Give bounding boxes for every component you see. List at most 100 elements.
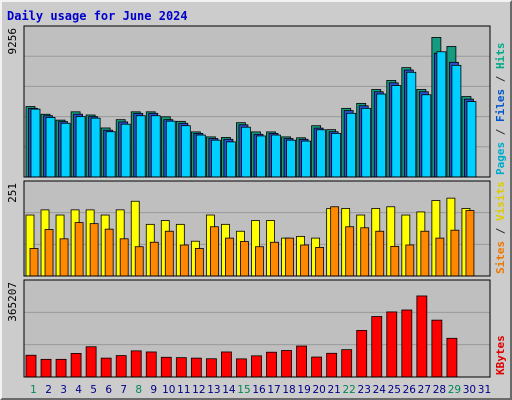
legend-part-3: / — [494, 69, 507, 89]
bar-kbytes-day-20 — [311, 356, 323, 378]
bar-pages-day-23 — [361, 107, 372, 178]
bar-pages-day-10 — [165, 120, 176, 178]
bar-pages-day-18 — [286, 139, 296, 178]
x-tick-label-day-29: 29 — [448, 384, 461, 396]
bar-kbytes-day-1 — [25, 354, 37, 378]
x-tick-label-day-13: 13 — [207, 384, 220, 396]
x-tick-label-day-1: 1 — [30, 384, 37, 396]
x-tick-label-day-2: 2 — [45, 384, 52, 396]
x-tick-label-day-16: 16 — [252, 384, 266, 396]
bar-sites-day-23 — [360, 227, 370, 277]
bar-kbytes-day-8 — [130, 350, 142, 378]
bar-kbytes-day-14 — [221, 351, 232, 378]
bar-sites-day-7 — [119, 238, 129, 277]
bar-kbytes-day-17 — [266, 351, 277, 378]
bar-pages-day-28 — [436, 51, 447, 178]
legend-part-1: / — [494, 221, 507, 241]
bar-pages-day-29 — [451, 64, 462, 178]
bar-kbytes-day-16 — [251, 355, 262, 378]
bar-pages-day-8 — [135, 115, 146, 178]
bar-pages-day-21 — [331, 132, 342, 178]
bar-pages-day-26 — [406, 71, 417, 178]
panel-legend: Pages / Files / Hits — [494, 43, 507, 176]
legend-part-4: Hits — [494, 43, 507, 70]
x-tick-label-day-6: 6 — [105, 384, 112, 396]
bar-sites-day-15 — [240, 241, 249, 277]
bar-sites-day-19 — [300, 244, 309, 277]
bar-sites-day-24 — [375, 230, 385, 277]
bar-pages-day-24 — [376, 93, 387, 178]
x-tick-label-day-28: 28 — [433, 384, 446, 396]
bar-sites-day-12 — [194, 248, 204, 277]
bar-sites-day-1 — [29, 248, 39, 277]
bar-sites-day-2 — [44, 229, 54, 277]
bar-sites-day-22 — [345, 226, 355, 277]
bar-sites-day-14 — [225, 237, 234, 277]
bar-kbytes-day-24 — [371, 316, 383, 378]
bar-sites-day-27 — [420, 230, 430, 277]
x-tick-label-day-11: 11 — [177, 384, 190, 396]
chart-title: Daily usage for June 2024 — [7, 9, 188, 23]
bar-pages-day-16 — [256, 135, 266, 178]
x-tick-label-day-24: 24 — [373, 384, 387, 396]
bar-pages-day-5 — [90, 117, 101, 178]
bar-pages-day-1 — [30, 108, 41, 178]
bar-pages-day-15 — [241, 126, 251, 178]
x-tick-label-day-23: 23 — [358, 384, 371, 396]
bar-sites-day-10 — [164, 230, 174, 277]
bar-kbytes-day-28 — [431, 319, 443, 378]
bar-sites-day-3 — [59, 238, 69, 277]
bar-sites-day-17 — [270, 241, 279, 277]
x-tick-label-day-3: 3 — [60, 384, 67, 396]
bar-sites-day-16 — [255, 246, 264, 277]
bar-pages-day-4 — [75, 116, 86, 178]
bar-kbytes-day-4 — [70, 353, 82, 378]
bar-kbytes-day-25 — [386, 311, 398, 378]
bar-kbytes-day-11 — [175, 357, 187, 378]
bar-kbytes-day-7 — [115, 355, 127, 378]
x-tick-label-day-8: 8 — [135, 384, 142, 396]
y-max-label: 365207 — [6, 282, 19, 322]
bar-kbytes-day-6 — [100, 357, 112, 378]
x-tick-label-day-7: 7 — [120, 384, 127, 396]
bar-kbytes-day-9 — [145, 351, 157, 378]
legend-part-0: Pages — [494, 142, 507, 175]
x-tick-label-day-26: 26 — [403, 384, 417, 396]
bar-sites-day-28 — [435, 237, 445, 277]
bar-pages-day-13 — [210, 139, 221, 178]
bar-kbytes-day-18 — [281, 350, 292, 378]
x-tick-label-day-14: 14 — [222, 384, 236, 396]
bar-sites-day-20 — [315, 247, 325, 277]
x-tick-label-day-17: 17 — [267, 384, 280, 396]
bar-pages-day-12 — [195, 134, 206, 178]
bar-kbytes-day-26 — [401, 309, 413, 378]
legend-part-0: KBytes — [494, 335, 507, 375]
y-max-label: 251 — [6, 183, 19, 203]
x-tick-label-day-18: 18 — [282, 384, 295, 396]
bar-pages-day-3 — [60, 122, 71, 178]
bar-sites-day-9 — [149, 241, 159, 277]
bar-kbytes-day-12 — [190, 357, 202, 378]
bar-kbytes-day-19 — [296, 345, 307, 378]
bar-sites-day-11 — [179, 244, 189, 277]
x-tick-label-day-10: 10 — [162, 384, 175, 396]
x-tick-label-day-20: 20 — [312, 384, 325, 396]
bar-pages-day-17 — [271, 134, 281, 178]
bar-sites-day-5 — [89, 223, 99, 277]
x-tick-label-day-15: 15 — [237, 384, 250, 396]
bar-pages-day-25 — [391, 85, 402, 178]
bar-sites-day-4 — [74, 222, 84, 277]
bar-sites-day-6 — [104, 228, 114, 277]
x-tick-label-day-19: 19 — [297, 384, 310, 396]
bar-sites-day-13 — [209, 226, 219, 277]
panel-hits-files-pages-border — [23, 25, 491, 178]
bar-sites-day-30 — [465, 210, 475, 277]
bar-kbytes-day-27 — [416, 295, 428, 378]
bar-kbytes-day-13 — [205, 358, 217, 378]
panel-sites-visits-border — [23, 180, 491, 277]
panel-legend: KBytes — [494, 335, 507, 375]
x-tick-label-day-9: 9 — [150, 384, 157, 396]
bar-pages-day-20 — [316, 129, 327, 178]
legend-part-2: Visits — [494, 181, 507, 221]
